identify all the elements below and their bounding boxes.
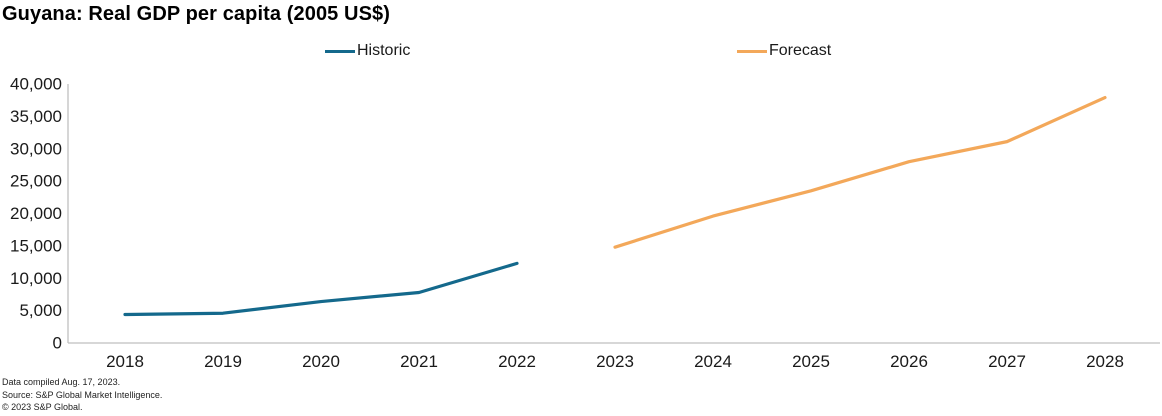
x-tick-label: 2028 xyxy=(1086,352,1124,371)
x-tick-label: 2018 xyxy=(106,352,144,371)
y-tick-label: 25,000 xyxy=(10,172,62,191)
x-tick-label: 2022 xyxy=(498,352,536,371)
y-tick-label: 20,000 xyxy=(10,204,62,223)
forecast-line-swatch xyxy=(737,49,767,53)
y-tick-label: 0 xyxy=(53,334,62,353)
x-tick-label: 2026 xyxy=(890,352,928,371)
series-line-forecast xyxy=(613,95,1107,249)
x-tick-label: 2025 xyxy=(792,352,830,371)
legend-item-historic: Historic xyxy=(325,42,410,60)
footnotes: Data compiled Aug. 17, 2023. Source: S&P… xyxy=(2,376,162,414)
y-tick-label: 5,000 xyxy=(19,301,62,320)
chart-title: Guyana: Real GDP per capita (2005 US$) xyxy=(2,3,391,25)
y-tick-label: 10,000 xyxy=(10,269,62,288)
y-tick-label: 35,000 xyxy=(10,107,62,126)
x-tick-label: 2020 xyxy=(302,352,340,371)
x-tick-label: 2019 xyxy=(204,352,242,371)
legend-label-forecast: Forecast xyxy=(769,42,832,59)
x-tick-label: 2024 xyxy=(694,352,732,371)
y-tick-label: 15,000 xyxy=(10,236,62,255)
x-tick-label: 2021 xyxy=(400,352,438,371)
footnote-source: Source: S&P Global Market Intelligence. xyxy=(2,389,163,400)
x-tick-label: 2023 xyxy=(596,352,634,371)
legend-label-historic: Historic xyxy=(357,42,411,59)
historic-line-swatch xyxy=(325,49,355,53)
footnote-copyright: © 2023 S&P Global. xyxy=(2,402,83,412)
footnote-compiled: Data compiled Aug. 17, 2023. xyxy=(2,377,121,387)
series-line-historic xyxy=(123,261,519,317)
x-tick-label: 2027 xyxy=(988,352,1026,371)
y-tick-label: 40,000 xyxy=(10,75,62,94)
y-tick-label: 30,000 xyxy=(10,139,62,158)
legend-item-forecast: Forecast xyxy=(737,42,831,60)
